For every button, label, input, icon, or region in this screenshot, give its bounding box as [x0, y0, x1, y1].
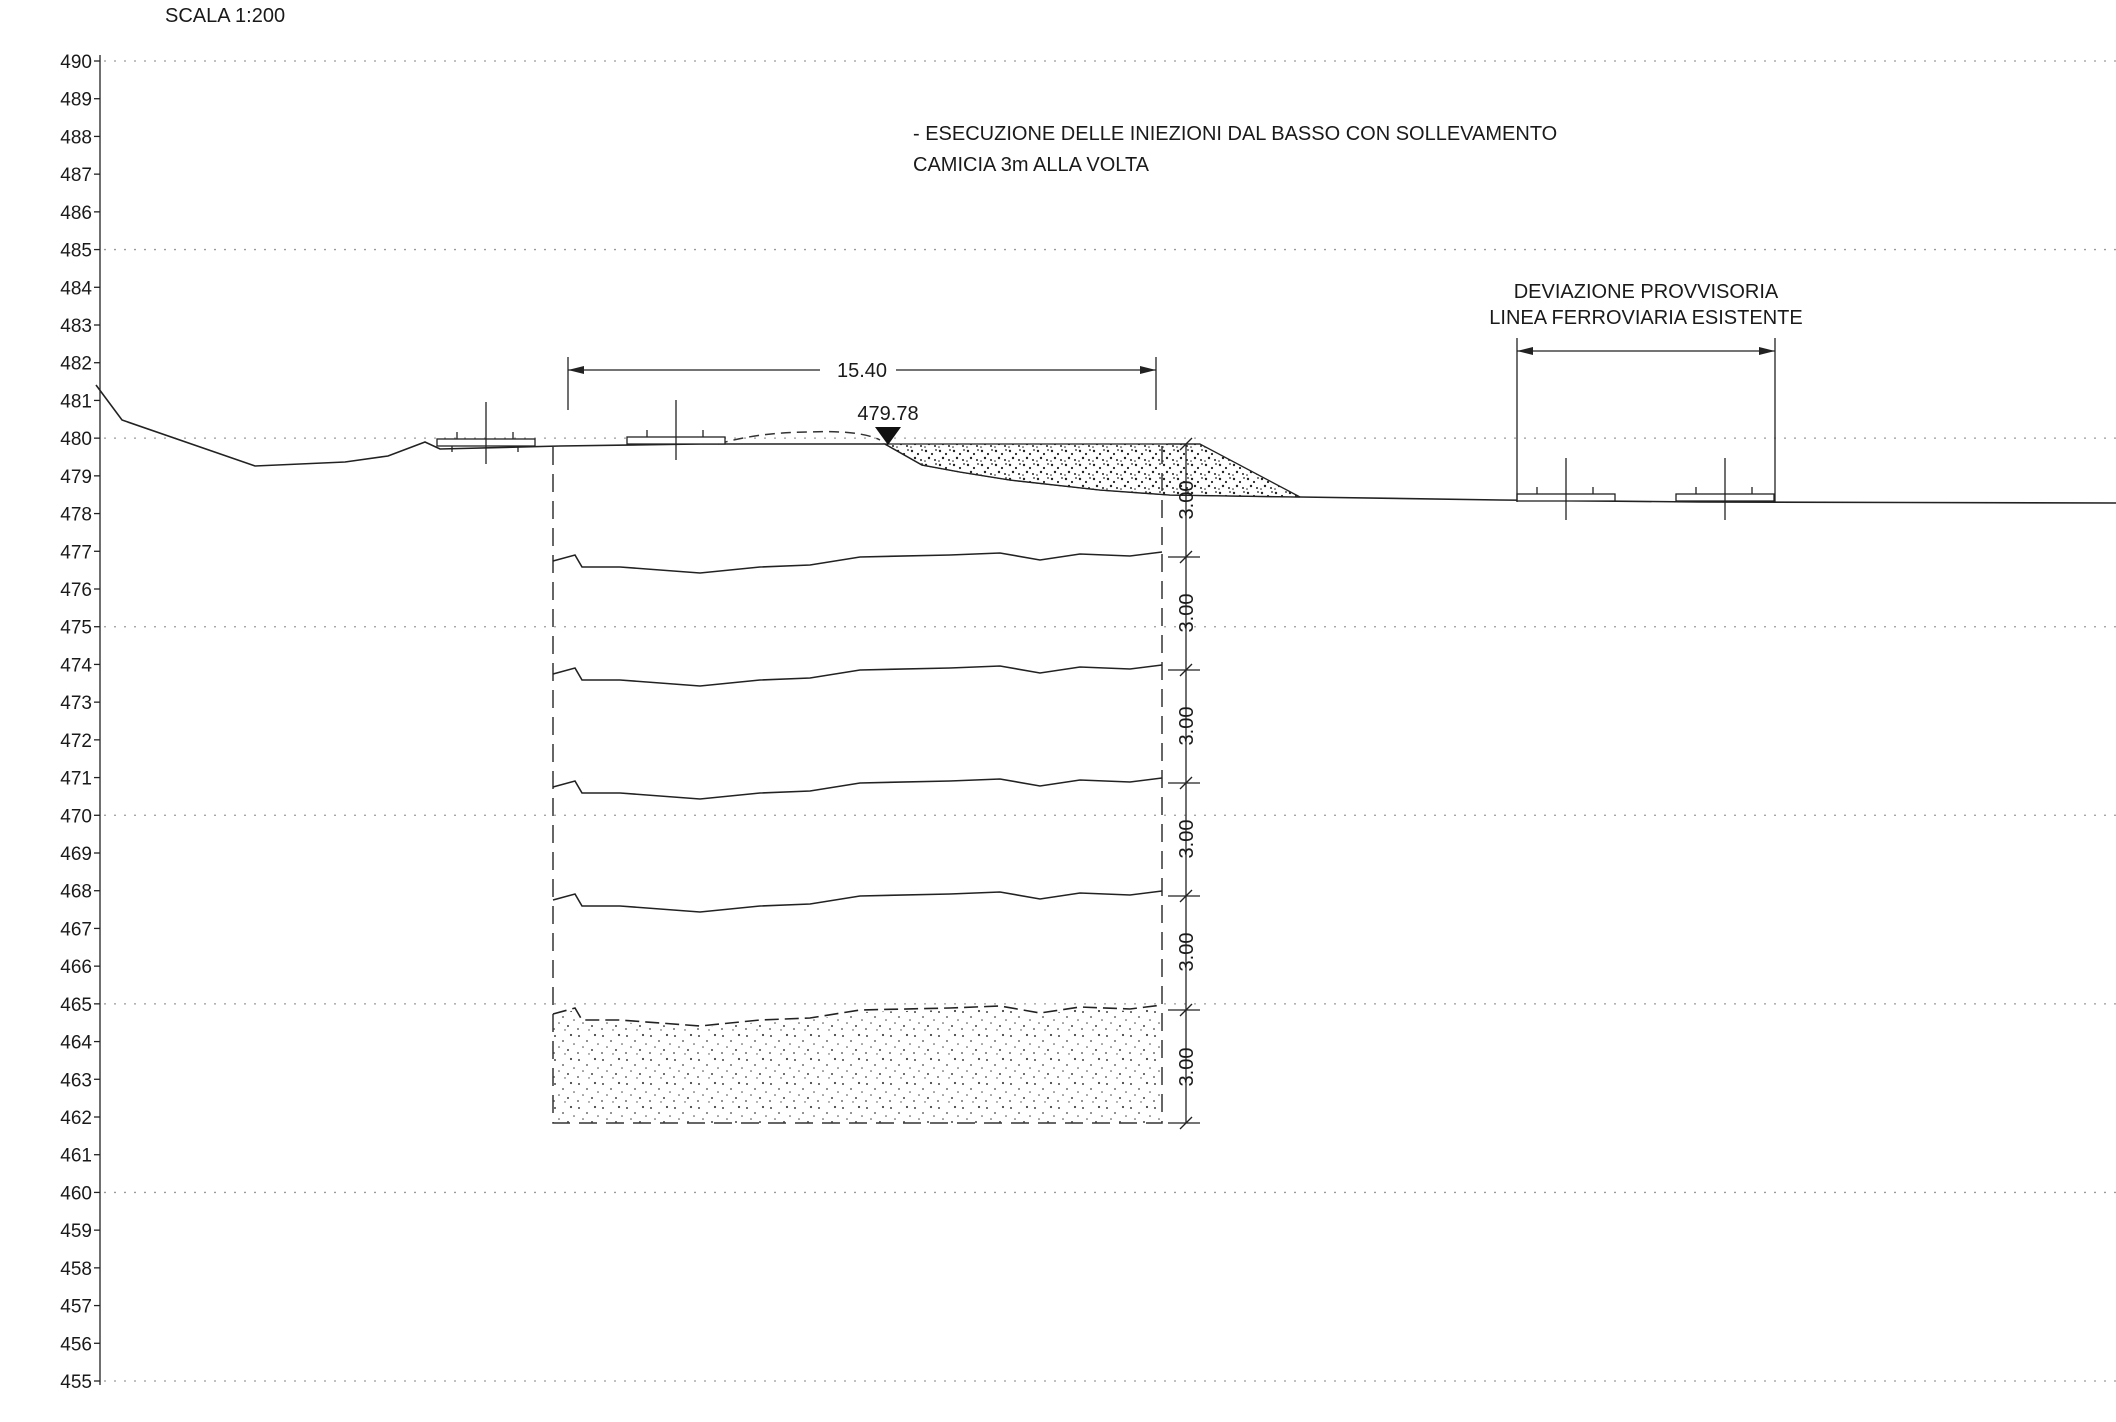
y-tick-label: 462 — [60, 1108, 92, 1129]
bottom-grout-zone — [553, 1007, 1162, 1123]
y-tick-label: 460 — [60, 1183, 92, 1204]
scale-label: SCALA 1:200 — [165, 5, 285, 27]
y-tick-label: 478 — [60, 505, 92, 526]
y-tick-label: 459 — [60, 1221, 92, 1242]
deviation-label-line-1: DEVIAZIONE PROVVISORIA — [1514, 281, 1779, 303]
y-tick-label: 481 — [60, 391, 92, 412]
stage-dimension-slash — [1179, 437, 1193, 451]
stage-dimension-label-4: 3.00 — [1176, 820, 1198, 859]
y-tick-label: 482 — [60, 354, 92, 375]
y-tick-label: 471 — [60, 769, 92, 790]
y-tick-label: 473 — [60, 693, 92, 714]
y-tick-label: 456 — [60, 1334, 92, 1355]
y-tick-label: 488 — [60, 127, 92, 148]
fill-embankment — [882, 443, 1301, 498]
y-tick-label: 477 — [60, 542, 92, 563]
stage-dimension-label-1: 3.00 — [1176, 481, 1198, 520]
stage-dimension-label-2: 3.00 — [1176, 594, 1198, 633]
stage-dimension-label-3: 3.00 — [1176, 707, 1198, 746]
y-tick-label: 474 — [60, 655, 92, 676]
y-tick-label: 465 — [60, 995, 92, 1016]
width-dimension-label: 15.40 — [837, 360, 887, 382]
stage-dimension-label-6: 3.00 — [1176, 1048, 1198, 1087]
y-tick-label: 480 — [60, 429, 92, 450]
width-dimension — [567, 357, 1157, 410]
y-tick-label: 469 — [60, 844, 92, 865]
y-tick-label: 484 — [60, 278, 92, 299]
track-right-1 — [1516, 458, 1616, 520]
elevation-marker-label: 479.78 — [857, 403, 918, 425]
stage-profile-line — [552, 1004, 1163, 1027]
y-tick-label: 467 — [60, 919, 92, 940]
y-tick-label: 476 — [60, 580, 92, 601]
y-tick-label: 487 — [60, 165, 92, 186]
stage-dimension-slash — [1179, 550, 1193, 564]
injection-note-line-1: - ESECUZIONE DELLE INIEZIONI DAL BASSO C… — [913, 123, 1557, 145]
y-tick-label: 470 — [60, 806, 92, 827]
y-tick-label: 464 — [60, 1033, 92, 1054]
y-tick-label: 457 — [60, 1297, 92, 1318]
track-left-1 — [436, 402, 536, 464]
y-tick-label: 489 — [60, 90, 92, 111]
y-axis-ticks: 490 489 488 487 486 485 484 483 482 481 480 479 478 4… — [60, 52, 100, 1393]
injection-note-line-2: CAMICIA 3m ALLA VOLTA — [913, 154, 1150, 176]
deviation-frame — [1516, 338, 1776, 502]
stage-profile-line — [552, 664, 1163, 687]
stage-dimension-slash — [1179, 1116, 1193, 1130]
stage-profile-lines — [552, 551, 1163, 1027]
stage-dimension-slash — [1179, 1003, 1193, 1017]
stage-profile-line — [552, 890, 1163, 913]
y-tick-label: 455 — [60, 1372, 92, 1393]
stage-dimension-label-5: 3.00 — [1176, 933, 1198, 972]
elevation-marker-triangle — [875, 427, 901, 445]
stage-dimension-slash — [1179, 776, 1193, 790]
track-right-2 — [1675, 458, 1775, 520]
y-tick-label: 472 — [60, 731, 92, 752]
stage-dimension-slash — [1179, 663, 1193, 677]
y-tick-label: 485 — [60, 241, 92, 262]
y-tick-label: 458 — [60, 1259, 92, 1280]
original-ground-dashed — [717, 430, 881, 445]
stage-dimension-ticks — [1168, 437, 1200, 1130]
y-tick-label: 486 — [60, 203, 92, 224]
y-tick-label: 468 — [60, 882, 92, 903]
stage-profile-line — [552, 551, 1163, 574]
y-tick-label: 475 — [60, 618, 92, 639]
stage-profile-line — [552, 777, 1163, 800]
y-tick-label: 479 — [60, 467, 92, 488]
y-tick-label: 490 — [60, 52, 92, 73]
grid-lines — [104, 60, 2116, 1382]
track-left-2 — [626, 400, 726, 460]
y-tick-label: 466 — [60, 957, 92, 978]
deviation-dimension — [1517, 347, 1775, 355]
y-tick-label: 483 — [60, 316, 92, 337]
y-tick-label: 461 — [60, 1146, 92, 1167]
stage-dimension-slash — [1179, 889, 1193, 903]
y-tick-label: 463 — [60, 1070, 92, 1091]
deviation-label-line-2: LINEA FERROVIARIA ESISTENTE — [1489, 307, 1802, 329]
